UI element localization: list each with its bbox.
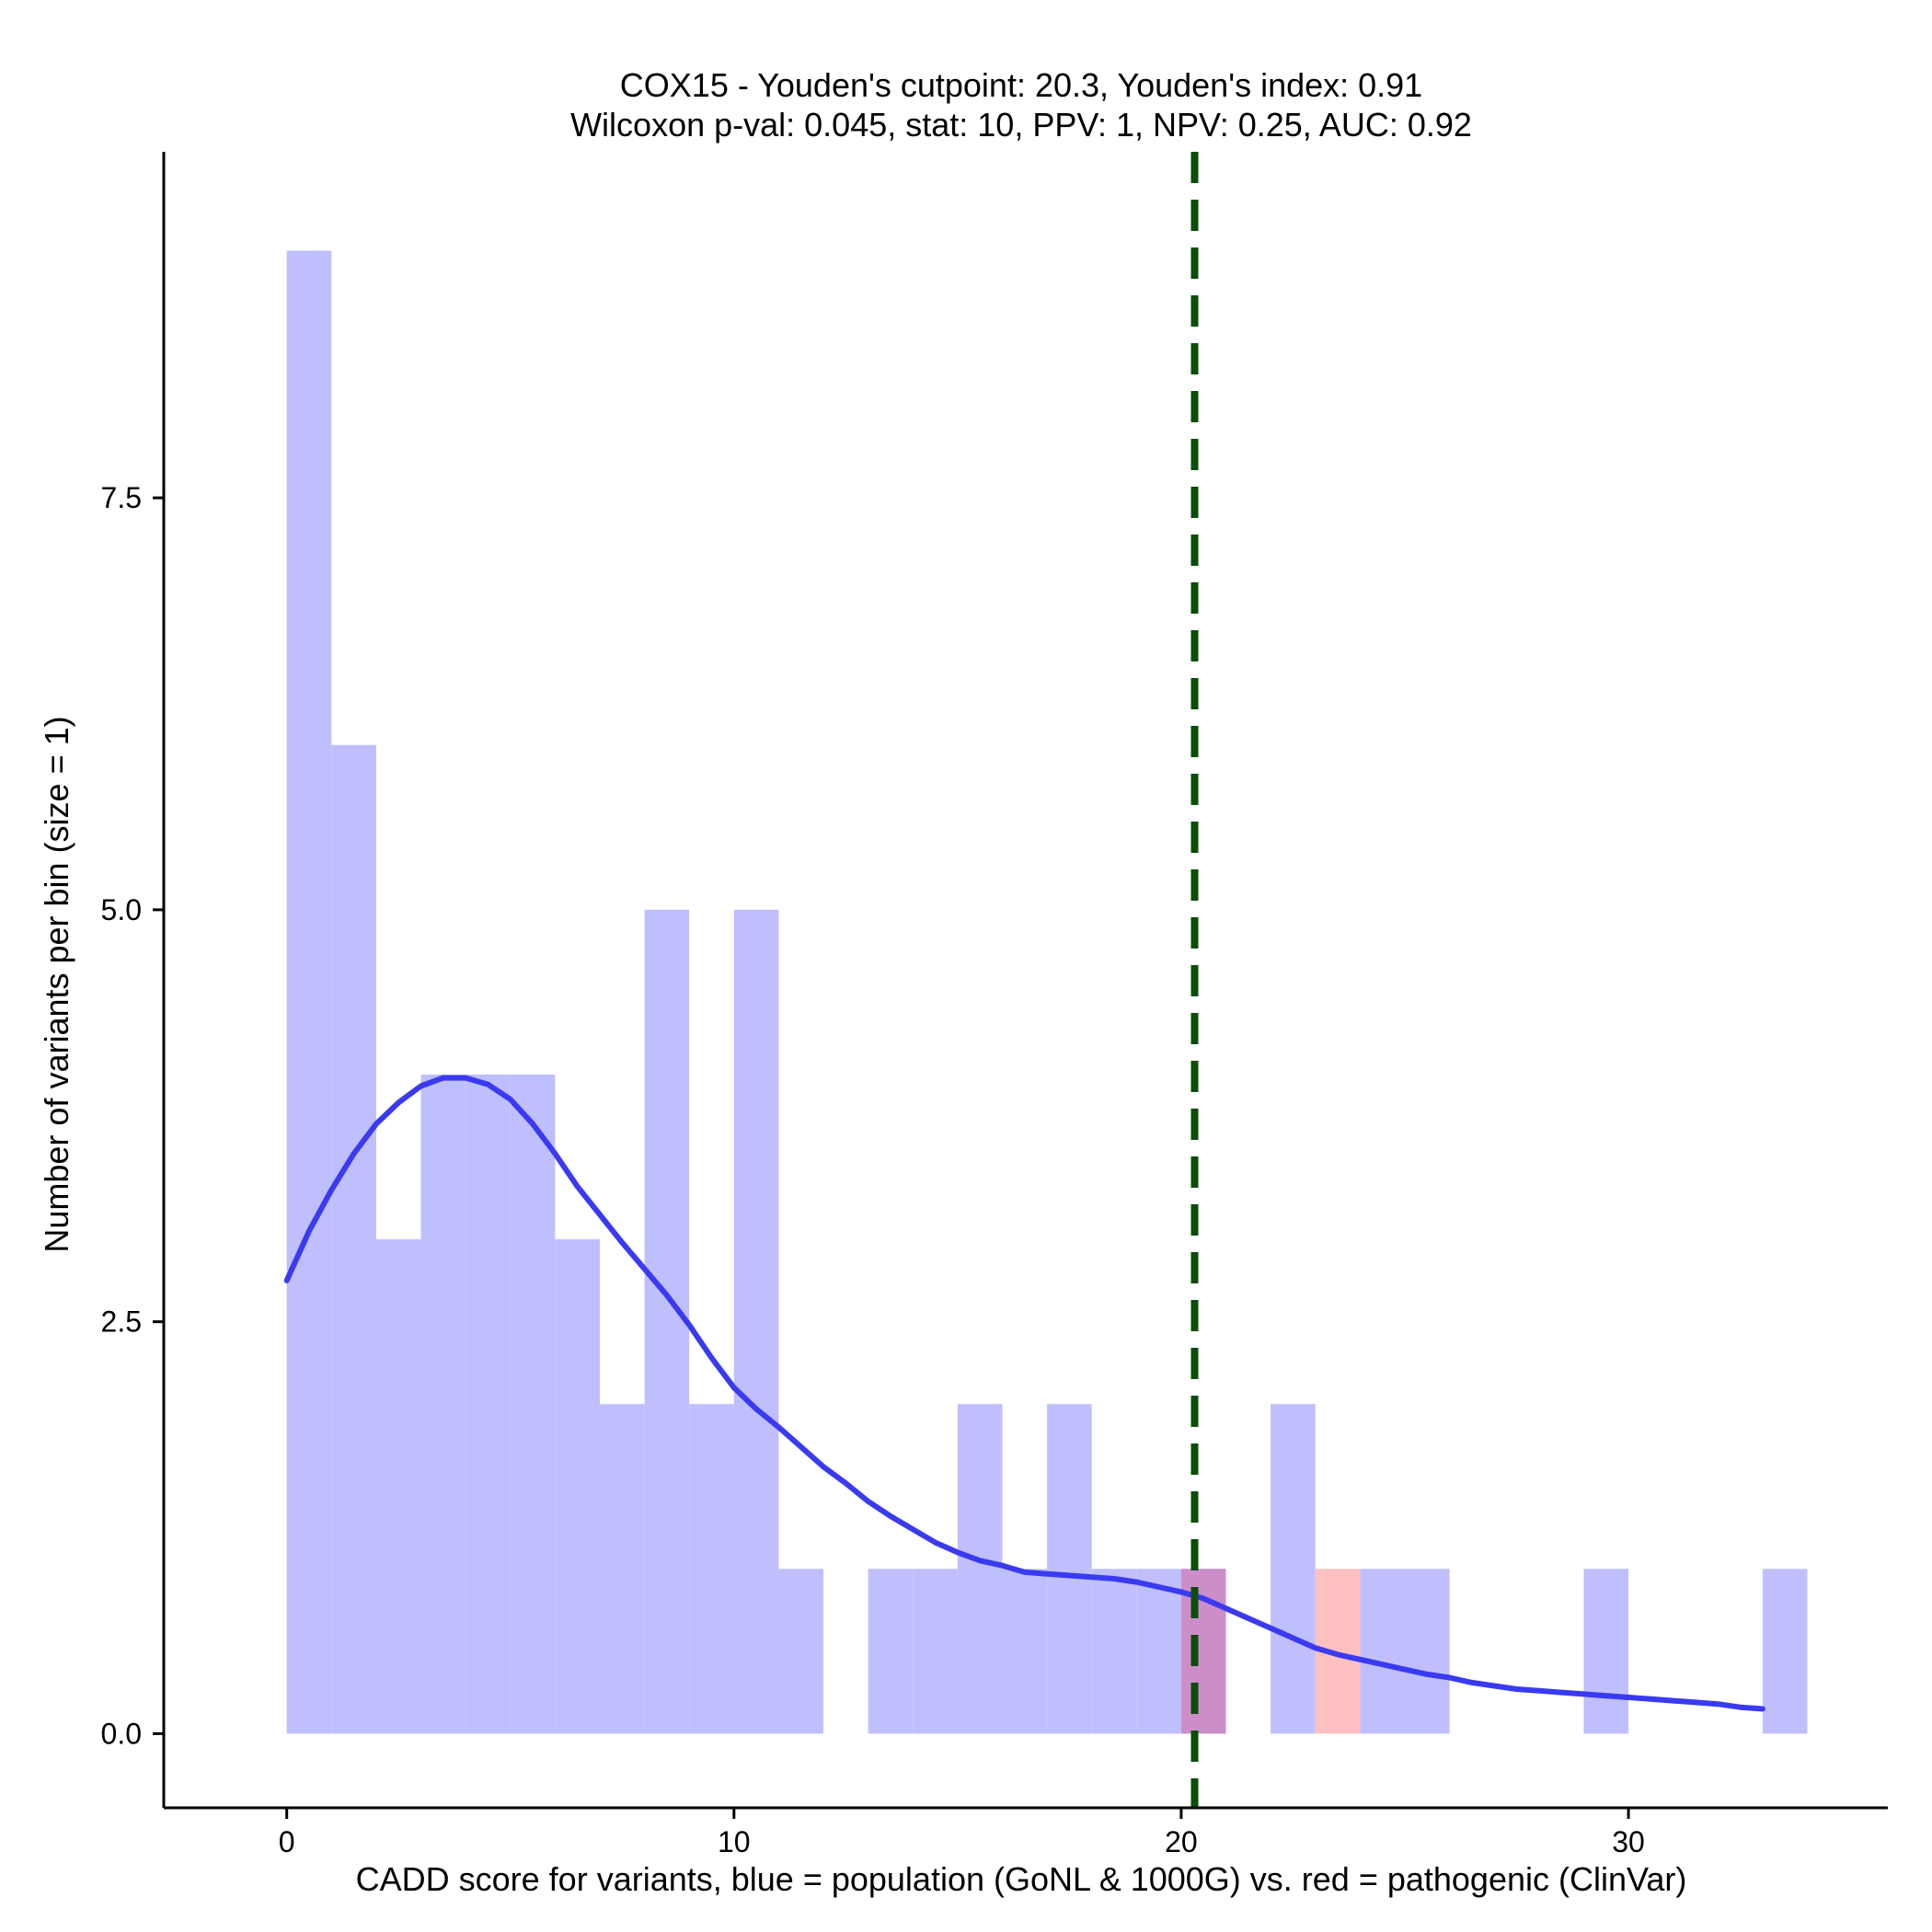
chart-title-line-2: Wilcoxon p-val: 0.045, stat: 10, PPV: 1,… xyxy=(570,106,1472,144)
x-tick-label: 20 xyxy=(1165,1825,1198,1858)
population-bar xyxy=(286,250,332,1734)
population-bar xyxy=(1002,1569,1048,1734)
population-bar xyxy=(510,1074,556,1734)
y-tick-label: 0.0 xyxy=(101,1717,142,1750)
x-tick-label: 10 xyxy=(718,1825,751,1858)
population-bar xyxy=(420,1074,466,1734)
population-bar xyxy=(331,744,376,1734)
y-tick-label: 7.5 xyxy=(101,481,142,514)
population-bar xyxy=(599,1404,645,1734)
population-bar xyxy=(1271,1404,1316,1734)
population-bar xyxy=(1404,1569,1450,1734)
population-bar xyxy=(1360,1569,1405,1734)
population-bar xyxy=(375,1239,421,1734)
population-bars xyxy=(286,250,1808,1734)
population-bar xyxy=(1047,1404,1092,1734)
population-bar xyxy=(1762,1569,1808,1734)
density-curve xyxy=(283,1075,1765,1712)
y-tick-label: 5.0 xyxy=(101,893,142,926)
population-bar xyxy=(689,1404,734,1734)
x-axis-ticks: 0 10 20 30 xyxy=(279,1808,1645,1858)
x-tick-label: 30 xyxy=(1612,1825,1645,1858)
y-axis-ticks: 0.0 2.5 5.0 7.5 xyxy=(101,481,164,1750)
y-axis-title: Number of variants per bin (size = 1) xyxy=(38,716,75,1252)
x-axis-title: CADD score for variants, blue = populati… xyxy=(356,1860,1687,1898)
population-bar xyxy=(957,1404,1003,1734)
population-bar xyxy=(913,1569,958,1734)
y-tick-label: 2.5 xyxy=(101,1305,142,1339)
population-bar xyxy=(778,1569,824,1734)
population-bar xyxy=(466,1074,511,1734)
population-bar xyxy=(644,909,690,1734)
population-bar xyxy=(868,1569,914,1734)
population-bar xyxy=(555,1239,600,1734)
population-bar xyxy=(733,909,779,1734)
x-tick-label: 0 xyxy=(279,1825,295,1858)
population-bar xyxy=(1136,1569,1181,1734)
chart-title-line-1: COX15 - Youden's cutpoint: 20.3, Youden'… xyxy=(620,66,1422,104)
population-bar xyxy=(1091,1569,1137,1734)
population-bar xyxy=(1583,1569,1629,1734)
